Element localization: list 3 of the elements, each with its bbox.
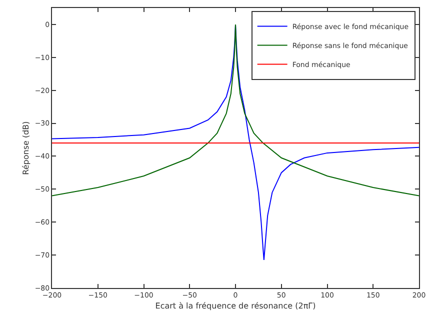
x-axis-title: Ecart à la fréquence de résonance (2πΓ) bbox=[155, 302, 316, 310]
y-axis-title: Réponse (dB) bbox=[22, 121, 31, 175]
line-series bbox=[52, 24, 419, 196]
